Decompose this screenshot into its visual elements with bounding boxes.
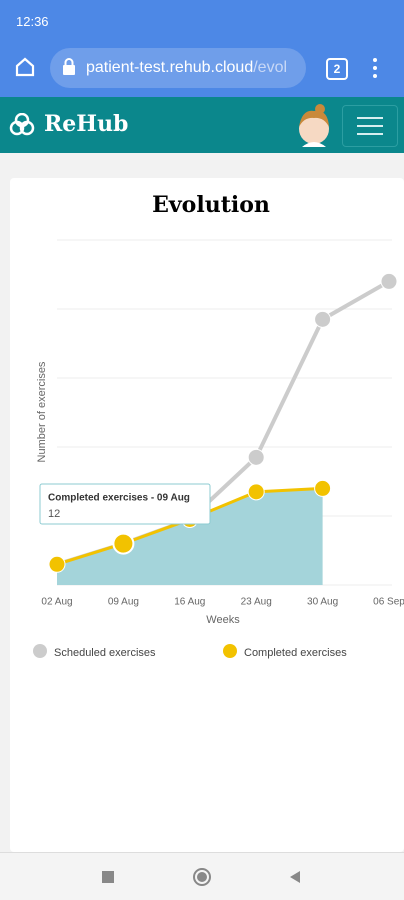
highlight-point [112,532,135,555]
point [314,479,332,497]
chart-title: Evolution [152,192,270,218]
point [380,272,398,290]
status-time: 12:36 [16,14,49,29]
tab-count[interactable]: 2 [326,58,348,80]
tooltip [39,483,211,525]
system-nav [0,852,404,900]
url-bar[interactable]: patient-test.rehub.cloud/evol [50,48,306,88]
recent-button[interactable] [102,871,114,883]
url-host: patient-test.rehub.cloud [86,59,254,76]
browser-bar: 12:36 patient-test.rehub.cloud/evol 2 [0,0,404,97]
url-path: /evol [253,59,288,76]
point [314,310,332,328]
legend-label: Scheduled exercises [54,647,156,659]
x-tick-label: 16 Aug [174,597,205,608]
brand: ReHub [44,111,129,137]
back-button[interactable] [290,871,300,883]
avatar[interactable] [294,103,334,149]
logo [9,113,35,136]
point [247,483,265,501]
x-axis-label: Weeks [206,614,240,626]
x-tick-label: 23 Aug [241,597,272,608]
menu-dots[interactable] [368,56,382,80]
x-tick-label: 06 Sep [373,597,404,608]
tooltip-value: 12 [48,508,60,520]
chart: Evolution Number of exercises Weeks 02 A… [33,192,404,659]
menu-toggle[interactable] [342,105,398,147]
home-nav[interactable] [193,868,211,886]
legend-label: Completed exercises [244,647,347,659]
x-tick-label: 30 Aug [307,597,338,608]
point [247,448,265,466]
point [48,555,66,573]
area [57,488,323,585]
lock-icon [63,58,75,75]
x-tick-label: 02 Aug [41,597,72,608]
legend-marker [33,644,47,658]
home-button[interactable] [14,56,36,78]
app-header: ReHub [0,97,404,153]
tooltip-title: Completed exercises - 09 Aug [48,493,190,504]
legend-marker [223,644,237,658]
x-tick-label: 09 Aug [108,597,139,608]
y-axis-label: Number of exercises [36,361,48,462]
